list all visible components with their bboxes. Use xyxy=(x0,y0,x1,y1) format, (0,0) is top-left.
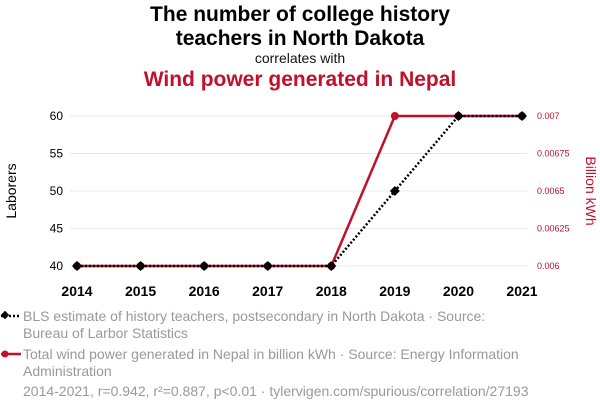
series1-point xyxy=(262,261,273,271)
second-series-title: Wind power generated in Nepal xyxy=(143,68,457,91)
connector-text: correlates with xyxy=(254,50,346,66)
x-tick-label: 2016 xyxy=(189,283,220,299)
left-tick-label: 50 xyxy=(50,184,64,198)
chart-title: The number of college history teachers i… xyxy=(0,3,600,51)
right-tick-label: 0.00625 xyxy=(537,224,570,234)
legend-swatch-series2 xyxy=(1,350,21,358)
legend-text-series1: BLS estimate of history teachers, postse… xyxy=(23,308,486,341)
x-tick-label: 2014 xyxy=(61,283,92,299)
x-axis-ticks: 2014 2015 2016 2017 2018 2019 2020 2021 xyxy=(61,283,537,299)
x-tick-label: 2018 xyxy=(316,283,347,299)
left-axis-ticks: 40 45 50 55 60 xyxy=(50,109,64,273)
x-tick-label: 2019 xyxy=(379,283,410,299)
x-tick-label: 2021 xyxy=(506,283,537,299)
series1-point xyxy=(517,111,527,121)
series1-point xyxy=(453,111,464,121)
series2-point xyxy=(390,112,399,120)
right-tick-label: 0.00675 xyxy=(537,149,570,159)
footer-stats: 2014-2021, r=0.942, r²=0.887, p<0.01 · t… xyxy=(23,383,529,399)
series1-point xyxy=(326,261,337,271)
legend-item-series1: BLS estimate of history teachers, postse… xyxy=(0,308,600,348)
legend-text-series2: Total wind power generated in Nepal in b… xyxy=(23,346,519,379)
left-tick-label: 40 xyxy=(50,259,64,273)
left-tick-label: 45 xyxy=(50,222,64,236)
left-tick-label: 60 xyxy=(50,109,64,123)
right-tick-label: 0.0065 xyxy=(537,186,565,196)
x-tick-label: 2017 xyxy=(252,283,283,299)
series2-line xyxy=(77,114,522,268)
series1-point xyxy=(389,186,400,196)
left-tick-label: 55 xyxy=(50,147,64,161)
right-tick-label: 0.007 xyxy=(537,111,560,121)
series1-point xyxy=(135,261,146,271)
series1-point xyxy=(72,261,82,271)
right-axis-ticks: 0.006 0.00625 0.0065 0.00675 0.007 xyxy=(537,111,570,271)
x-tick-label: 2020 xyxy=(443,283,474,299)
series1-point xyxy=(199,261,210,271)
grid-lines xyxy=(70,115,527,267)
legend-swatch-series1 xyxy=(0,310,21,320)
series-layer xyxy=(72,111,527,271)
x-tick-label: 2015 xyxy=(125,283,156,299)
right-tick-label: 0.006 xyxy=(537,261,560,271)
title-line-1: The number of college history xyxy=(150,3,450,26)
legend-item-series2: Total wind power generated in Nepal in b… xyxy=(0,346,600,386)
left-axis-label: Laborers xyxy=(3,163,19,218)
title-line-2: teachers in North Dakota xyxy=(175,27,425,50)
right-axis-label: Billion kWh xyxy=(583,156,599,225)
